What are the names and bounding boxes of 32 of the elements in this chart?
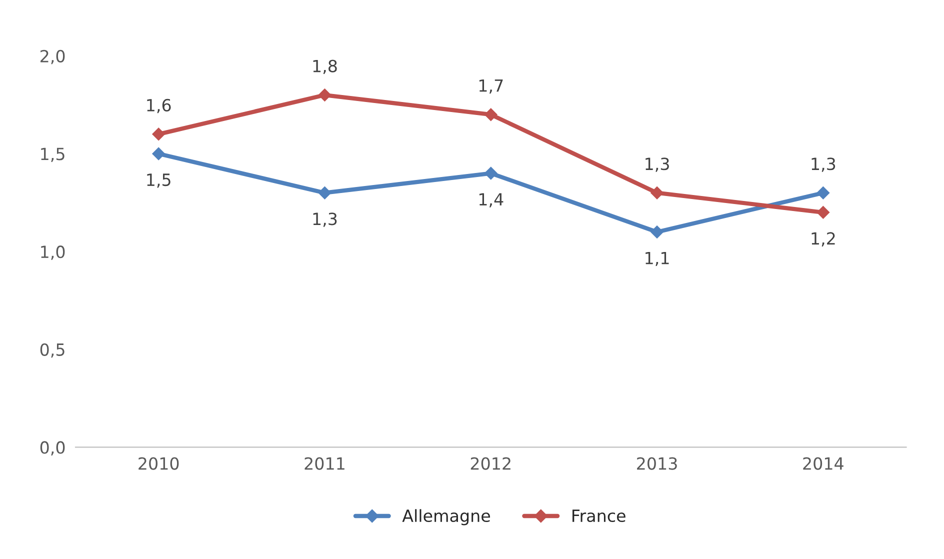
y-tick-label: 0,0 xyxy=(40,441,65,456)
y-tick-label: 1,5 xyxy=(41,148,64,162)
data-label: 1,5 xyxy=(147,174,170,188)
data-label: 1,6 xyxy=(147,98,171,114)
point xyxy=(484,108,498,122)
data-label: 1,3 xyxy=(313,212,337,227)
data-label: 1,2 xyxy=(812,232,835,246)
legend-label: France xyxy=(572,510,626,522)
y-tick-label: 0,5 xyxy=(40,343,64,358)
point xyxy=(318,88,332,102)
point xyxy=(816,186,830,200)
x-tick-label: 2010 xyxy=(138,457,179,470)
point xyxy=(816,206,830,219)
y-tick-label: 2,0 xyxy=(40,50,65,64)
data-label: 1,3 xyxy=(646,158,669,172)
point xyxy=(152,128,166,141)
data-label: 1,3 xyxy=(812,158,836,172)
x-tick-label: 2011 xyxy=(304,457,344,470)
point xyxy=(318,186,332,200)
x-tick-label: 2012 xyxy=(470,457,510,470)
data-label: 1,7 xyxy=(479,80,503,94)
data-label: 1,8 xyxy=(313,60,337,74)
point xyxy=(152,147,166,160)
data-label: 1,1 xyxy=(646,252,669,266)
point xyxy=(484,166,498,180)
point xyxy=(650,226,664,238)
point xyxy=(650,186,664,200)
x-tick-label: 2013 xyxy=(637,457,677,470)
x-tick-label: 2014 xyxy=(803,457,844,470)
legend-label: Allemagne xyxy=(402,509,490,526)
data-label: 1,4 xyxy=(479,193,504,208)
y-tick-label: 1,0 xyxy=(41,246,65,260)
